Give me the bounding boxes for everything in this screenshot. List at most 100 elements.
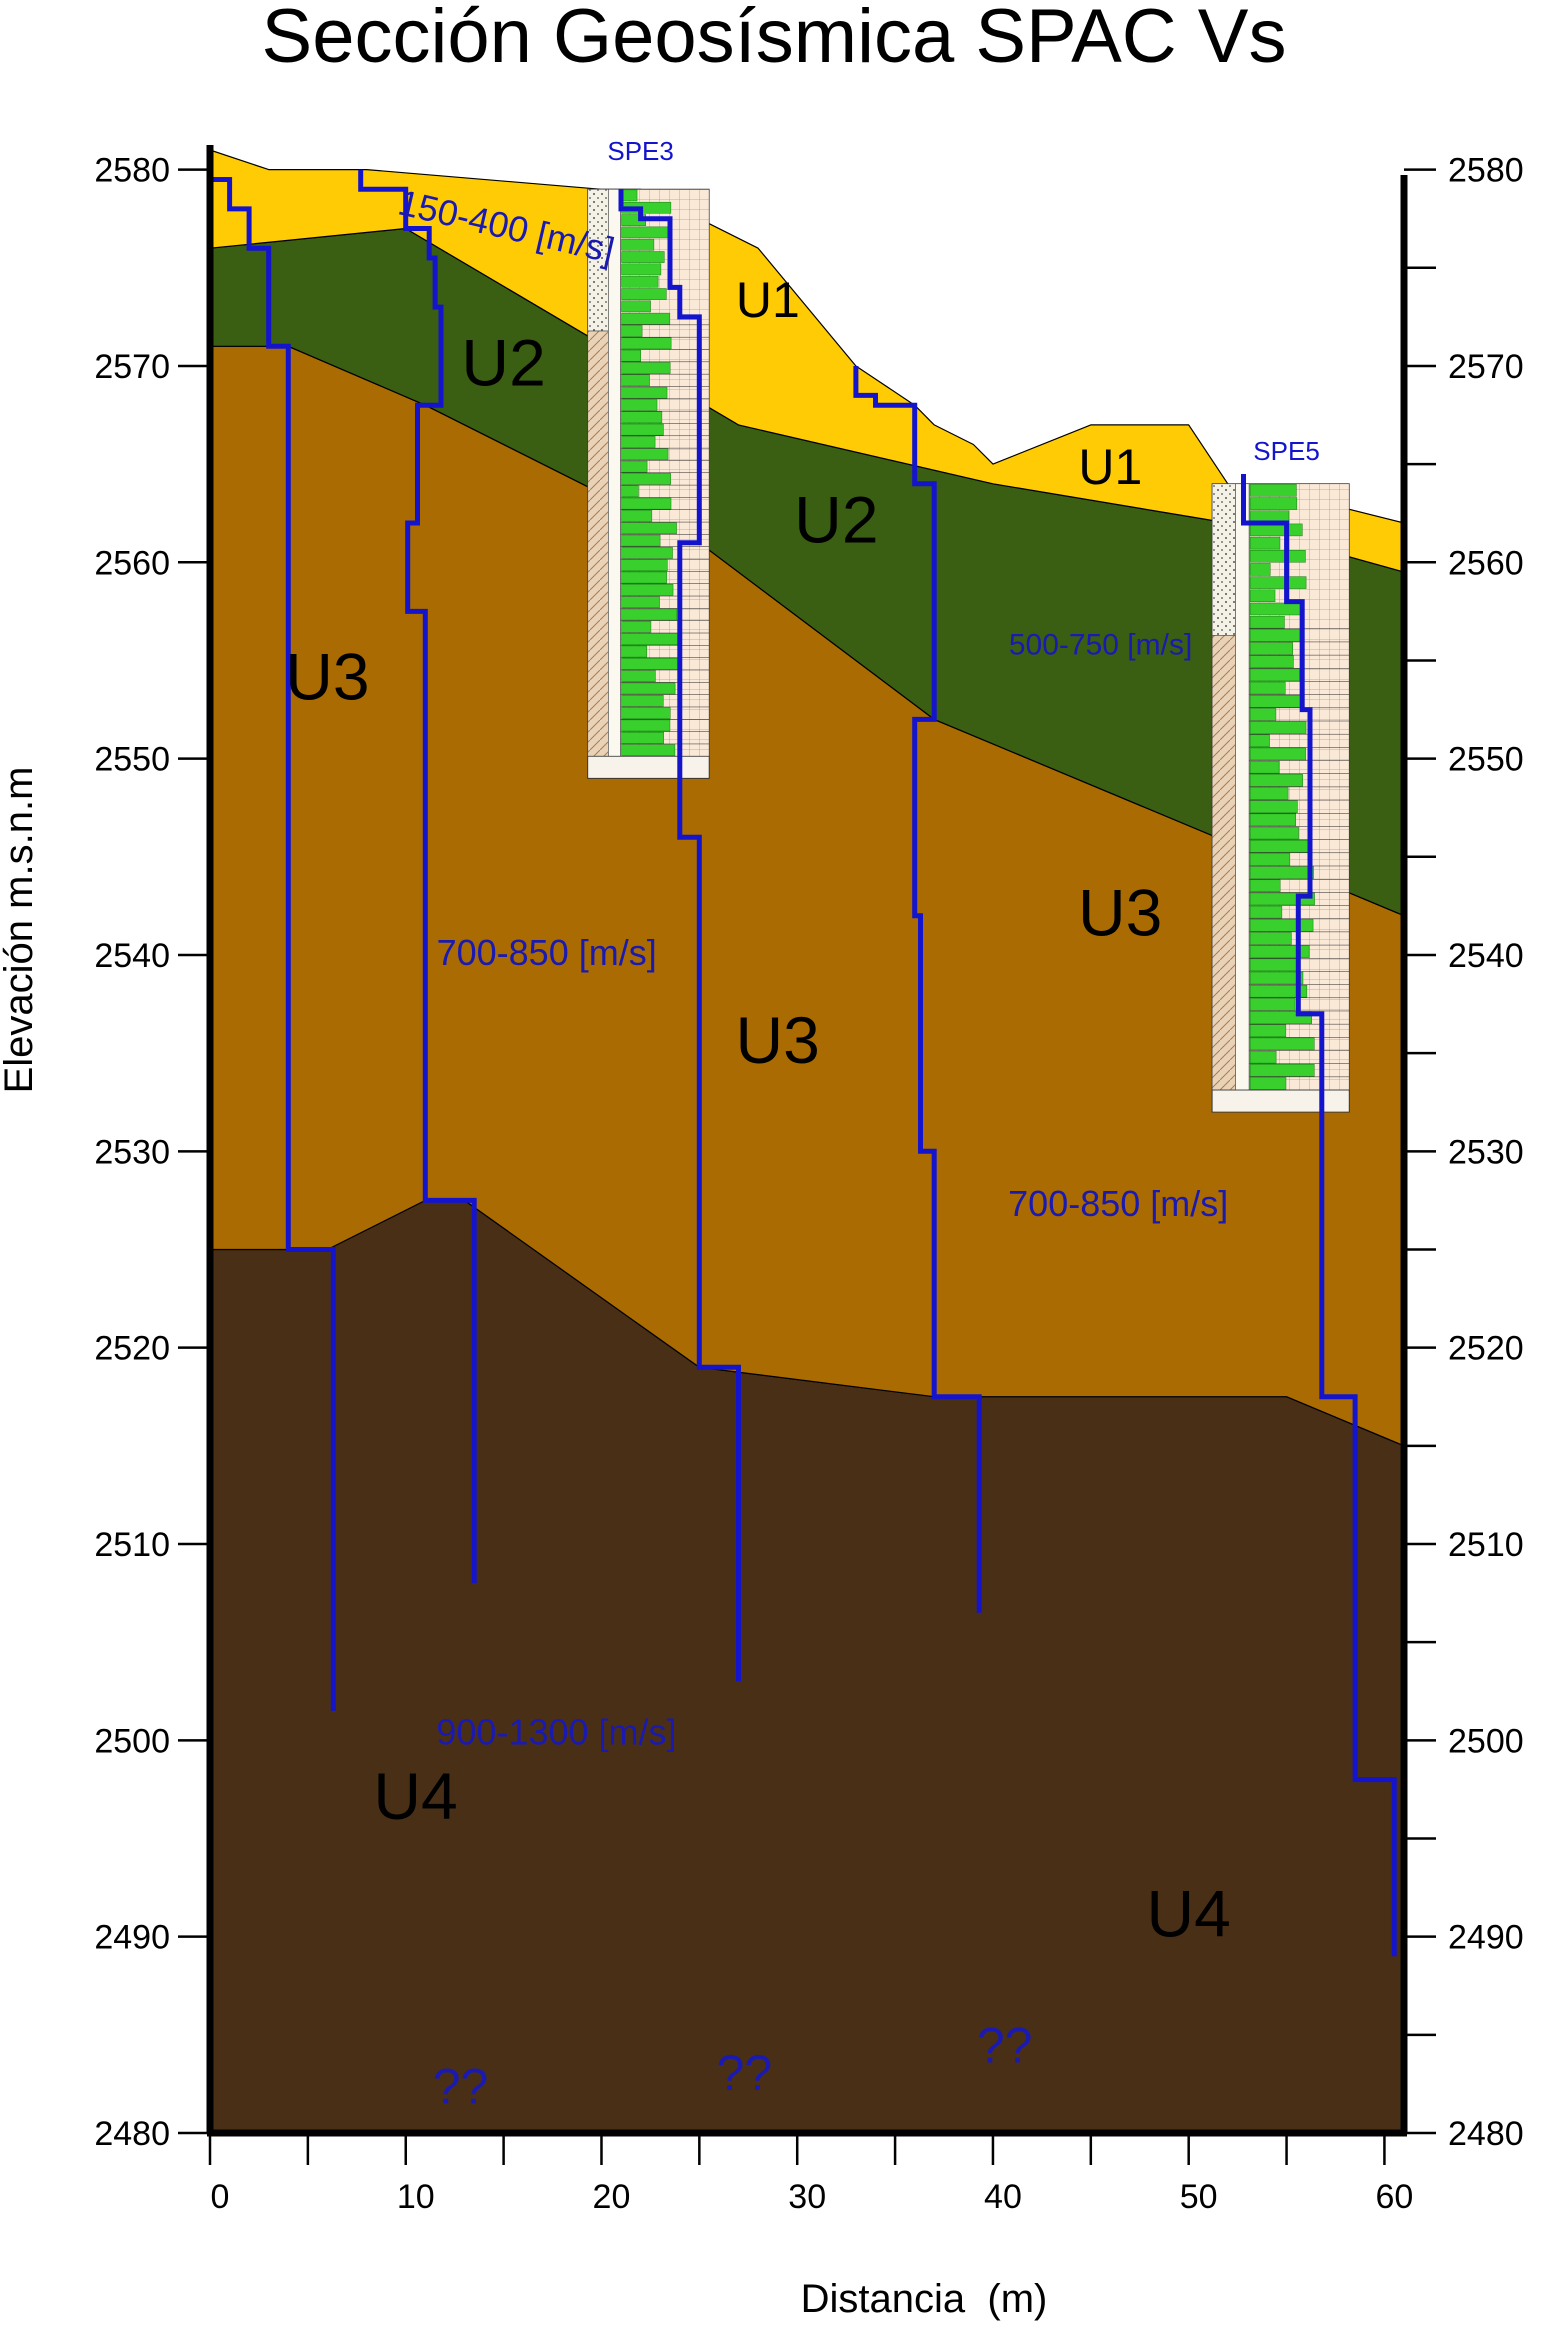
y-tick-label-left: 2520 [94,1330,170,1368]
blow-count-bar [621,288,667,300]
geologic-layers [209,149,1405,2134]
y-tick-label-right: 2520 [1448,1330,1524,1368]
blow-count-bar [621,510,653,522]
blow-count-bar [621,423,664,436]
y-tick-label-right: 2480 [1448,2115,1524,2153]
borehole-name: SPE5 [1253,436,1320,466]
depth-column [608,188,621,757]
blow-count-bar [1249,905,1283,919]
y-tick-label-right: 2510 [1448,1526,1524,1564]
blow-count-bar [1249,1024,1287,1037]
y-tick-label-right: 2540 [1448,937,1524,975]
blow-count-bar [1249,787,1289,800]
blow-count-bar [1249,919,1314,932]
blow-count-bar [621,744,676,756]
velocity-profile-line [618,189,741,1682]
blow-count-bar [1249,1064,1315,1077]
blow-count-bar [1249,998,1296,1011]
y-tick-label-left: 2490 [94,1919,170,1957]
blow-count-bar [621,645,648,658]
y-tick-label-left: 2550 [94,741,170,779]
blow-count-bar [1249,826,1299,840]
velocity-profile-line [853,366,982,1613]
velocity-range-label: 900-1300 [m/s] [436,1711,676,1752]
unit-label-u2: U2 [461,326,545,400]
velocity-profile-line [207,150,336,1711]
unit-label-u3: U3 [735,1003,819,1077]
unit-label-u1: U1 [1078,439,1142,495]
blow-count-bar [621,399,658,411]
blow-count-bar [1249,945,1310,958]
chart-axes: 2480 2480 2490 2490 2500 2500 2510 2510 2520 2520… [94,145,1524,2216]
blow-count-bar [621,238,655,251]
borehole-logs: SPE3 SPE5 [587,136,1350,1113]
borehole-name: SPE3 [607,136,674,166]
blow-count-bar [621,633,679,645]
blow-count-bar [621,608,678,621]
blow-count-bar [621,522,677,535]
blow-count-bar [621,251,665,263]
y-tick-label-left: 2570 [94,348,170,386]
blow-count-bar [1249,747,1306,761]
borehole-spe5: SPE5 [1211,436,1350,1113]
y-tick-label-left: 2560 [94,544,170,582]
blow-count-bar [621,362,671,374]
blow-count-bar [621,374,650,387]
unit-labels: U1 U1 U2 U2 U3 U3 U3 U4 U4 [285,272,1231,1951]
blow-count-bar [621,485,639,498]
blow-count-bar [1249,563,1271,576]
y-tick-label-left: 2510 [94,1526,170,1564]
blow-count-bar [621,682,676,695]
lithology-fill [1211,483,1236,636]
blow-count-bar [1249,1011,1313,1024]
blow-count-bar [1249,589,1276,603]
blow-count-bar [621,300,651,313]
blow-count-bar [1249,971,1304,985]
blow-count-bar [1249,550,1306,563]
unit-label-u2: U2 [794,483,878,557]
blow-count-bar [1249,774,1303,787]
blow-count-bar [1249,892,1315,906]
velocity-range-label: 500-750 [m/s] [1009,629,1192,662]
blow-count-bar [621,448,669,461]
blow-count-bar [621,473,671,485]
x-tick-label: 20 [593,2178,631,2216]
unknown-marker: ?? [717,2045,773,2101]
blow-count-bar [1249,853,1291,866]
lithology-fill [587,330,609,757]
blow-count-bar [621,497,672,510]
blow-count-bar [1249,695,1305,708]
unit-label-u3: U3 [1078,875,1162,949]
velocity-range-label: 700-850 [m/s] [437,932,657,973]
blow-count-bar [621,349,641,362]
blow-count-bar [1249,484,1297,497]
blow-count-bar [621,386,668,399]
blow-count-bar [1249,879,1281,893]
blow-count-bar [1249,984,1308,998]
blow-count-bar [1249,655,1294,668]
blow-count-bar [1249,866,1314,879]
y-tick-label-left: 2500 [94,1722,170,1760]
lithology-fill [1211,635,1236,1091]
velocity-profiles [207,150,1397,1957]
blow-count-bar [621,719,671,732]
unit-label-u1: U1 [736,272,800,328]
y-tick-label-right: 2490 [1448,1919,1524,1957]
blow-count-bar [1249,839,1311,853]
blow-count-bar [621,670,656,682]
blow-count-bar [1249,734,1270,748]
y-tick-label-right: 2500 [1448,1722,1524,1760]
x-axis-label: Distancia (m) [801,2277,1048,2321]
blow-count-bar [621,584,674,596]
blow-count-bar [621,436,656,448]
blow-count-bar [621,226,669,239]
blow-count-bar [1249,536,1281,550]
blow-count-bar [621,596,660,609]
blow-count-bar [621,559,668,572]
blow-count-bar [1249,721,1307,734]
depth-column [1235,483,1250,1091]
blow-count-bar [1249,958,1301,972]
blow-count-bar [621,547,673,559]
unknown-marker: ?? [433,2059,489,2115]
blow-count-bar [1249,1077,1287,1090]
